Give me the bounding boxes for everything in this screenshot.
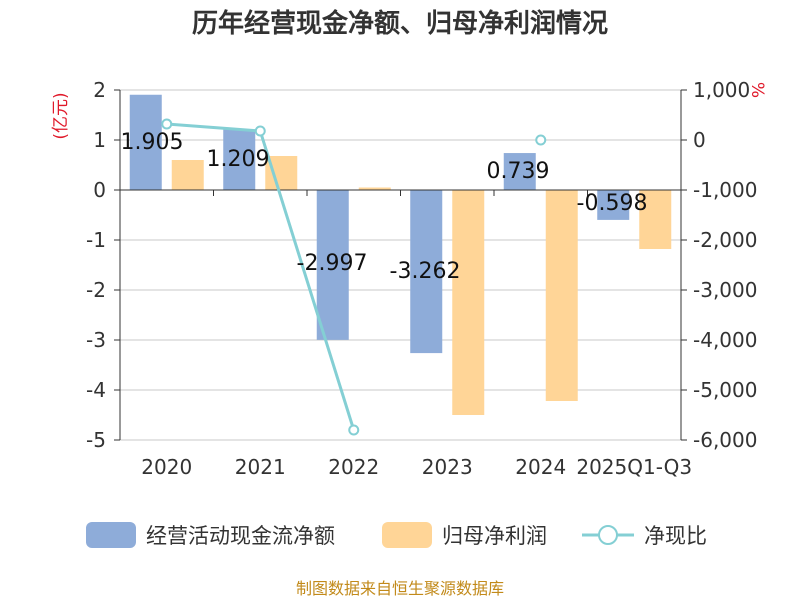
legend-swatch-profit xyxy=(382,522,432,548)
right-tick-label: 0 xyxy=(693,128,706,152)
profit-bar xyxy=(452,190,485,415)
right-tick-label: -2,000 xyxy=(693,228,757,252)
cashflow-bar xyxy=(316,190,349,340)
ratio-line xyxy=(161,118,547,436)
x-tick-label: 2023 xyxy=(422,455,473,479)
cashflow-bar xyxy=(503,153,536,190)
cashflow-bar xyxy=(597,190,630,220)
legend-swatch-ratio-marker xyxy=(598,525,618,545)
legend: 经营活动现金流净额 归母净利润 净现比 xyxy=(86,522,707,548)
right-tick-label: 1,000 xyxy=(693,78,750,102)
x-tick-label: 2025Q1-Q3 xyxy=(576,455,692,479)
left-tick-label: -2 xyxy=(86,278,106,302)
ratio-point xyxy=(254,125,266,137)
data-labels: 1.905 1.209 -2.997 -3.262 0.739 -0.598 xyxy=(121,130,648,284)
cashflow-data-label: -2.997 xyxy=(297,251,368,276)
cashflow-data-label: -3.262 xyxy=(390,259,461,284)
right-axis-unit: % xyxy=(747,82,767,98)
axes: 2 1 0 -1 -2 -3 -4 -5 1,000 0 -1,000 -2,000 -3,000 -4,… xyxy=(86,78,757,479)
ratio-point xyxy=(348,424,360,436)
right-tick-label: -3,000 xyxy=(693,278,757,302)
profit-bar xyxy=(639,190,672,249)
x-tick-label: 2022 xyxy=(328,455,379,479)
ratio-point xyxy=(161,118,173,130)
legend-label-ratio: 净现比 xyxy=(644,524,707,548)
right-tick-label: -6,000 xyxy=(693,428,757,452)
profit-bar xyxy=(545,190,578,401)
bars xyxy=(129,94,672,415)
cashflow-data-label: 0.739 xyxy=(487,159,550,184)
legend-label-profit: 归母净利润 xyxy=(442,524,547,548)
cashflow-data-label: 1.209 xyxy=(207,147,270,172)
left-tick-label: 1 xyxy=(93,128,106,152)
left-axis-unit: (亿元) xyxy=(51,92,71,139)
cashflow-bar xyxy=(129,94,162,190)
left-tick-label: 0 xyxy=(93,178,106,202)
legend-swatch-cashflow xyxy=(86,522,136,548)
ratio-point xyxy=(535,134,547,146)
cashflow-data-label: 1.905 xyxy=(121,130,184,155)
left-tick-label: -4 xyxy=(86,378,106,402)
x-tick-label: 2024 xyxy=(515,455,566,479)
x-tick-label: 2020 xyxy=(141,455,192,479)
right-tick-label: -5,000 xyxy=(693,378,757,402)
profit-bar xyxy=(358,187,391,190)
cashflow-bar xyxy=(223,129,256,190)
source-note: 制图数据来自恒生聚源数据库 xyxy=(296,579,504,598)
left-tick-label: 2 xyxy=(93,78,106,102)
right-tick-label: -1,000 xyxy=(693,178,757,202)
cashflow-bar xyxy=(410,190,443,354)
chart-title: 历年经营现金净额、归母净利润情况 xyxy=(192,8,608,39)
legend-label-cashflow: 经营活动现金流净额 xyxy=(146,524,335,548)
left-tick-label: -3 xyxy=(86,328,106,352)
x-tick-label: 2021 xyxy=(235,455,286,479)
left-tick-label: -5 xyxy=(86,428,106,452)
profit-bar xyxy=(171,160,204,190)
right-tick-label: -4,000 xyxy=(693,328,757,352)
cashflow-data-label: -0.598 xyxy=(577,191,648,216)
left-tick-label: -1 xyxy=(86,228,106,252)
